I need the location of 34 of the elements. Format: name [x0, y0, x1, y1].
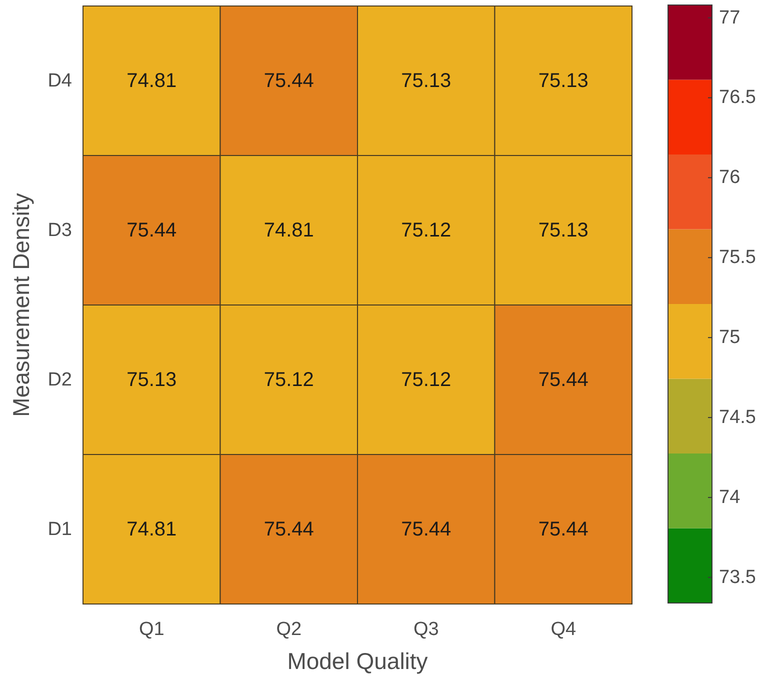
- color-bar-label: 76.5: [719, 87, 756, 108]
- y-tick-label: D4: [48, 70, 72, 92]
- data-label: 75.44: [538, 518, 588, 540]
- data-label: 75.12: [401, 219, 452, 242]
- color-bar-label: 77: [719, 7, 740, 28]
- data-label: 75.12: [264, 368, 314, 391]
- y-tick-label: D3: [48, 220, 72, 241]
- x-tick-label: Q4: [550, 619, 576, 640]
- color-bar-label: 75.5: [719, 247, 756, 268]
- y-tick-label: D2: [48, 369, 72, 390]
- color-bar-label: 74.5: [719, 407, 756, 428]
- data-label: 75.44: [264, 70, 314, 92]
- y-tick-label: D1: [48, 518, 72, 540]
- data-label: 75.13: [538, 219, 588, 242]
- color-bar-label: 74: [719, 486, 741, 508]
- color-bar-label: 73.5: [719, 566, 756, 588]
- data-label: 75.44: [126, 219, 177, 242]
- data-label: 75.13: [401, 70, 452, 92]
- x-tick-label: Q2: [276, 619, 302, 640]
- x-axis-title: Model Quality: [287, 648, 428, 674]
- data-label: 75.44: [538, 368, 588, 391]
- color-bar-label: 75: [719, 327, 740, 348]
- data-label: 74.81: [264, 219, 314, 242]
- data-label: 75.13: [538, 70, 588, 92]
- color-bar-label: 76: [719, 167, 740, 188]
- data-label: 75.44: [264, 518, 314, 540]
- data-label: 75.12: [401, 368, 452, 391]
- data-label: 75.44: [401, 518, 452, 540]
- y-axis-title: Measurement Density: [8, 192, 34, 417]
- data-label: 74.81: [126, 70, 177, 92]
- data-label: 74.81: [126, 518, 177, 540]
- x-tick-label: Q1: [138, 619, 164, 640]
- x-tick-label: Q3: [413, 619, 439, 640]
- data-label: 75.13: [126, 368, 177, 391]
